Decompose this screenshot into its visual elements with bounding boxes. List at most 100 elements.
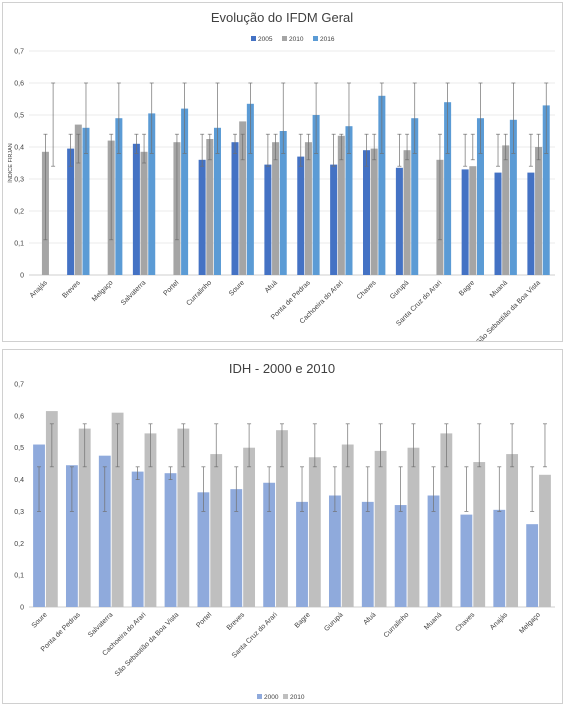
bar-gurupa-2010 [341,444,354,607]
bar-curralinho-2010 [407,447,420,607]
bar-anajas-2000 [493,509,506,607]
bar-soure-2010 [45,411,58,607]
bar-salvaterra-2010 [111,412,124,607]
category-label: Gurupá [389,279,411,301]
category-label: Chaves [356,279,378,301]
bar-breves-2005 [67,148,75,275]
bar-sao-sebastiao-da-boa-vista-2005 [527,172,535,275]
ifdm-chart-panel: Evolução do IFDM Geral 0 0,1 0,2 0,3 0,4 0,5 0,… [2,2,563,342]
bar-bagre-2005 [461,169,469,275]
category-label: Soure [228,279,246,297]
bar-sao-sebastiao-da-boa-vista-2010 [535,147,543,275]
category-label: Portel [195,611,213,629]
bar-muana-2010 [440,433,453,607]
y-tick-label: 0,1 [14,573,24,580]
bar-santa-cruz-do-arari-2010 [276,430,288,607]
category-label: Anajás [29,279,49,299]
bar-afua-2000 [361,501,374,607]
legend-label-2010: 2010 [290,694,305,701]
bar-sao-sebastiao-da-boa-vista-2016 [542,105,550,276]
y-tick-label: 0 [20,605,24,612]
bar-soure-2010 [239,121,247,276]
y-tick-label: 0,7 [14,49,24,56]
bar-soure-2000 [33,444,45,607]
bar-chaves-2016 [378,95,386,275]
bar-salvaterra-2016 [148,113,156,276]
legend-label-2000: 2000 [264,694,279,701]
legend-swatch-2010 [282,36,287,41]
bar-portel-2010 [210,454,223,607]
bar-cachoeira-do-arari-2010 [337,135,345,275]
bar-gurupa-2010 [403,150,411,275]
bar-santa-cruz-do-arari-2016 [444,102,452,275]
bar-muana-2005 [494,172,502,275]
ifdm-chart: Evolução do IFDM Geral 0 0,1 0,2 0,3 0,4 0,5 0,… [7,10,555,341]
bar-ponta-de-pedras-2016 [312,115,320,275]
bar-anajas-2010 [506,454,519,607]
category-label: Soure [31,611,49,629]
bar-chaves-2005 [363,150,371,275]
bar-bagre-2000 [296,501,308,607]
bar-curralinho-2000 [394,505,407,607]
y-tick-label: 0,1 [14,241,24,248]
bar-ponta-de-pedras-2010 [78,428,91,607]
bar-afua-2016 [279,131,287,275]
bar-curralinho-2016 [213,127,221,275]
y-tick-label: 0,4 [14,477,24,484]
idh-chart-panel: IDH - 2000 e 2010 0 0,1 0,2 0,3 0,4 0,5 0,6 0,7 S… [2,349,563,704]
bar-gurupa-2000 [328,495,341,607]
y-tick-label: 0,7 [14,382,24,389]
bar-ponta-de-pedras-2010 [304,142,312,275]
y-tick-label: 0,5 [14,113,24,120]
category-label: Bagre [458,279,476,297]
bar-melgaco-2000 [526,524,539,607]
y-axis-label: ÍNDICE FIRJAN [7,143,14,182]
legend-swatch-2016 [313,36,318,41]
bar-cachoeira-do-arari-2000 [131,471,144,607]
category-label: Melgaço [91,279,115,303]
bar-portel-2000 [197,492,210,607]
bar-cachoeira-do-arari-2005 [330,164,338,275]
bar-gurupa-2005 [395,167,403,275]
legend-swatch-2005 [251,36,256,41]
category-label: Bagre [294,611,312,629]
legend-label-2010: 2010 [289,36,304,43]
bar-chaves-2010 [370,148,378,275]
bar-salvaterra-2000 [98,455,111,607]
legend-swatch-2010 [283,694,288,699]
bar-melgaco-2010 [539,474,551,607]
bar-breves-2016 [82,127,90,275]
bar-breves-2010 [74,124,82,275]
category-label: Curralinho [185,279,213,307]
y-tick-label: 0 [20,273,24,280]
bar-afua-2010 [272,142,280,275]
bar-curralinho-2005 [198,159,206,275]
bar-muana-2010 [502,145,510,275]
bar-sao-sebastiao-da-boa-vista-2000 [164,473,177,607]
category-label: Salvaterra [87,611,115,639]
category-label: Melgaço [518,611,542,635]
category-label: Gurupá [323,611,345,633]
y-tick-label: 0,2 [14,209,24,216]
y-tick-label: 0,3 [14,177,24,184]
bar-ponta-de-pedras-2000 [65,465,78,607]
category-label: São Sebastião da Boa Vista [475,279,542,341]
y-tick-label: 0,4 [14,145,24,152]
bar-soure-2005 [231,142,239,275]
legend-swatch-2000 [257,694,262,699]
category-label: Chaves [454,611,476,633]
category-label: Salvaterra [120,279,148,307]
bar-afua-2005 [264,164,272,275]
bar-salvaterra-2005 [132,143,140,275]
bar-bagre-2010 [308,457,321,607]
category-label: São Sebastião da Boa Vista [114,611,181,678]
bar-ponta-de-pedras-2005 [297,156,305,275]
category-label: Muaná [489,279,509,299]
bar-curralinho-2010 [206,139,214,275]
bar-gurupa-2016 [411,118,419,275]
bar-santa-cruz-do-arari-2000 [263,482,276,607]
category-label: Afuá [264,279,279,294]
y-tick-label: 0,2 [14,541,24,548]
category-label: Breves [226,611,247,632]
